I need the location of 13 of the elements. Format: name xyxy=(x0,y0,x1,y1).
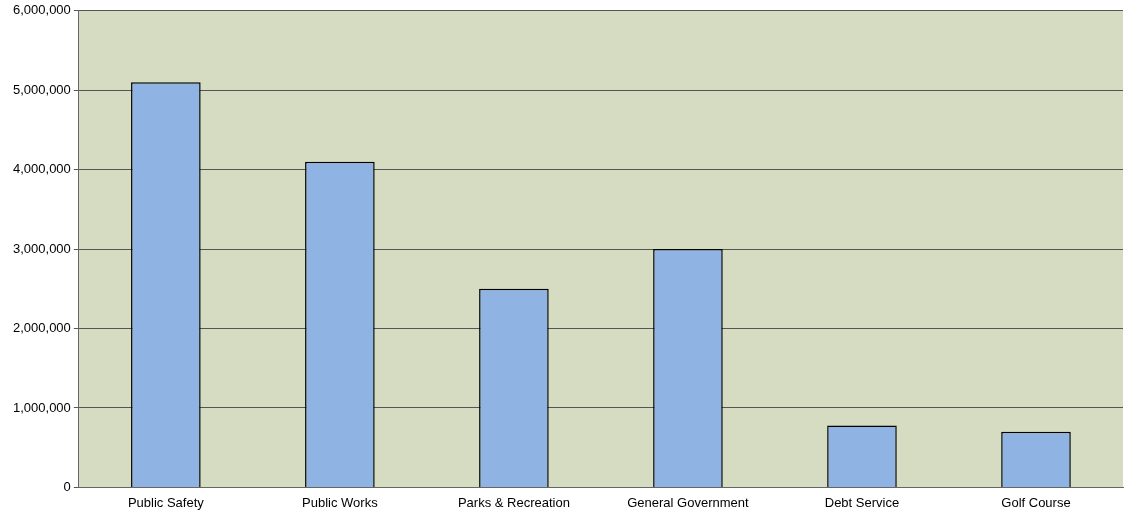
x-tick-label: Debt Service xyxy=(824,494,900,510)
x-tick-label: General Government xyxy=(627,494,750,510)
y-tick-label: 4,000,000 xyxy=(12,161,71,177)
y-tick-label: 0 xyxy=(63,478,71,494)
y-tick-label: 5,000,000 xyxy=(12,81,71,97)
x-tick-label: Parks & Recreation xyxy=(457,494,570,510)
y-tick-label: 2,000,000 xyxy=(12,320,71,336)
x-tick-label: Public Works xyxy=(302,494,379,510)
y-tick-label: 1,000,000 xyxy=(12,399,71,415)
y-tick-label: 6,000,000 xyxy=(12,2,71,18)
y-tick-label: 3,000,000 xyxy=(12,240,71,256)
x-tick-label: Golf Course xyxy=(1001,494,1071,510)
x-tick-label: Public Safety xyxy=(127,494,205,510)
